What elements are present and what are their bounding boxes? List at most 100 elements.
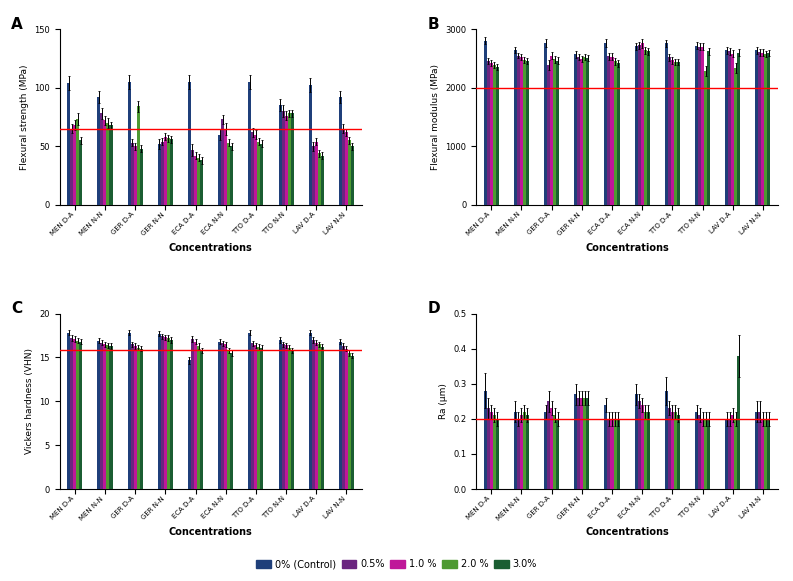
Bar — [197, 346, 200, 489]
Bar — [315, 142, 318, 205]
Bar — [671, 412, 674, 489]
Bar — [490, 412, 492, 489]
Text: A: A — [11, 17, 23, 32]
X-axis label: Concentrations: Concentrations — [169, 243, 252, 253]
Bar — [320, 347, 324, 489]
Bar — [128, 333, 131, 489]
Bar — [725, 51, 728, 205]
Bar — [248, 333, 251, 489]
Bar — [228, 143, 230, 205]
Bar — [487, 408, 490, 489]
Bar — [574, 394, 577, 489]
Bar — [315, 343, 318, 489]
Bar — [725, 419, 728, 489]
Bar — [556, 419, 559, 489]
Bar — [731, 54, 734, 205]
Bar — [251, 132, 255, 205]
Bar — [644, 412, 647, 489]
Bar — [544, 43, 547, 205]
Y-axis label: Flexural strength (MPa): Flexural strength (MPa) — [20, 64, 29, 170]
Bar — [677, 62, 680, 205]
Bar — [734, 68, 737, 205]
Bar — [339, 97, 342, 205]
Bar — [109, 346, 113, 489]
Y-axis label: Vickers hardness (VHN): Vickers hardness (VHN) — [25, 349, 34, 454]
Bar — [131, 345, 134, 489]
Bar — [101, 343, 103, 489]
Bar — [76, 119, 79, 205]
Bar — [704, 419, 707, 489]
Bar — [161, 142, 164, 205]
Bar — [255, 135, 258, 205]
Bar — [647, 412, 649, 489]
Bar — [484, 391, 487, 489]
Bar — [218, 342, 221, 489]
Bar — [251, 343, 255, 489]
Bar — [764, 54, 768, 205]
Bar — [737, 356, 741, 489]
Bar — [728, 419, 731, 489]
Bar — [170, 139, 173, 205]
Bar — [665, 391, 668, 489]
Bar — [79, 342, 82, 489]
Bar — [308, 333, 312, 489]
Bar — [221, 119, 224, 205]
Bar — [109, 125, 113, 205]
Text: D: D — [428, 302, 441, 316]
Bar — [290, 113, 293, 205]
Bar — [641, 405, 644, 489]
Bar — [101, 113, 103, 205]
Bar — [197, 158, 200, 205]
Bar — [517, 419, 520, 489]
Bar — [577, 57, 580, 205]
Bar — [188, 82, 191, 205]
Bar — [674, 412, 677, 489]
Bar — [547, 65, 550, 205]
Bar — [79, 141, 82, 205]
Bar — [584, 398, 586, 489]
Bar — [701, 47, 704, 205]
Bar — [517, 56, 520, 205]
Bar — [308, 85, 312, 205]
Bar — [285, 345, 288, 489]
Bar — [200, 160, 203, 205]
Bar — [728, 52, 731, 205]
Bar — [641, 43, 644, 205]
Bar — [496, 419, 499, 489]
Bar — [318, 153, 320, 205]
Bar — [768, 53, 771, 205]
Bar — [255, 345, 258, 489]
Bar — [698, 415, 701, 489]
Bar — [158, 333, 161, 489]
Bar — [282, 345, 285, 489]
Bar — [556, 61, 559, 205]
Bar — [260, 348, 263, 489]
Bar — [698, 47, 701, 205]
Bar — [200, 350, 203, 489]
Bar — [526, 62, 529, 205]
Bar — [514, 412, 517, 489]
Bar — [351, 146, 354, 205]
Bar — [339, 342, 342, 489]
Bar — [140, 349, 143, 489]
Bar — [342, 346, 345, 489]
Bar — [520, 58, 523, 205]
Bar — [634, 394, 638, 489]
Bar — [611, 57, 614, 205]
Bar — [164, 337, 167, 489]
Bar — [731, 415, 734, 489]
Bar — [348, 141, 351, 205]
Bar — [758, 412, 761, 489]
Bar — [668, 58, 671, 205]
Bar — [577, 398, 580, 489]
Bar — [523, 60, 526, 205]
Text: B: B — [428, 17, 439, 32]
Bar — [260, 144, 263, 205]
Bar — [170, 340, 173, 489]
Bar — [224, 128, 228, 205]
Bar — [704, 71, 707, 205]
Bar — [544, 412, 547, 489]
Bar — [342, 128, 345, 205]
Bar — [71, 338, 73, 489]
Bar — [616, 63, 619, 205]
